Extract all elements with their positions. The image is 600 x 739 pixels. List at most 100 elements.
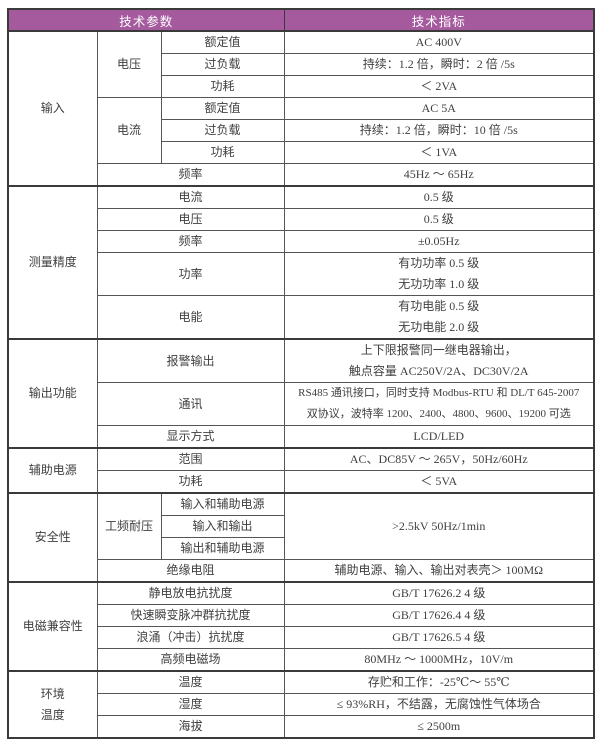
value-voltage-consumption: ＜ 2VA <box>283 75 595 98</box>
value-current-accuracy: 0.5 级 <box>283 185 595 209</box>
table-row: 安全性 工频耐压 输入和辅助电源 >2.5kV 50Hz/1min <box>7 492 595 583</box>
table-row: 测量精度 电流 0.5 级 <box>7 185 595 340</box>
param-current-consumption: 功耗 <box>160 141 285 164</box>
cell-text: 输入 <box>40 101 65 115</box>
cell-text: 功耗 <box>178 474 203 488</box>
cell-text: >2.5kV 50Hz/1min <box>392 519 486 533</box>
cell-text: 存贮和工作：-25℃～ 55℃ <box>367 675 510 689</box>
param-energy-accuracy: 电能 <box>96 295 285 340</box>
header-cell-params: 技术参数 <box>7 8 285 32</box>
value-aux-range: AC、DC85V ～ 265V，50Hz/60Hz <box>283 447 595 471</box>
cell-text: 功率 <box>178 266 203 281</box>
table-row: 高频电磁场 80MHz ～ 1000MHz，10V/m <box>8 648 595 672</box>
param-input-aux-power: 输入和辅助电源 <box>160 492 285 516</box>
spec-table-header: 技术参数 技术指标 <box>7 8 595 32</box>
cell-text: 过负载 <box>204 57 241 71</box>
param-voltage-overload: 过负载 <box>160 53 285 76</box>
table-row: 频率 45Hz ～ 65Hz <box>8 163 595 187</box>
cell-text: 额定值 <box>204 35 241 49</box>
param-current-overload: 过负载 <box>160 119 285 142</box>
table-row: 湿度 ≤ 93%RH，不结露，无腐蚀性气体场合 <box>8 693 595 716</box>
cell-text: 有功电能 0.5 级 <box>398 299 480 313</box>
param-rf-field: 高频电磁场 <box>96 648 285 672</box>
value-humidity: ≤ 93%RH，不结露，无腐蚀性气体场合 <box>283 693 595 716</box>
param-eft-immunity: 快速瞬变脉冲群抗扰度 <box>96 604 285 627</box>
cell-text: 双协议，波特率 1200、2400、4800、9600、19200 可选 <box>306 408 571 420</box>
param-current: 电流 <box>96 97 162 164</box>
header-row: 技术参数 技术指标 <box>7 8 595 32</box>
cell-text: 报警输出 <box>166 353 215 368</box>
param-esd-immunity: 静电放电抗扰度 <box>96 581 285 605</box>
table-row: 电压 0.5 级 <box>8 208 595 231</box>
cell-text: 测量精度 <box>28 255 77 269</box>
category-measure-accuracy: 测量精度 <box>7 185 98 340</box>
cell-text: 持续：1.2 倍，瞬时：2 倍 /5s <box>362 57 515 71</box>
param-voltage-accuracy: 电压 <box>96 208 285 231</box>
value-voltage-accuracy: 0.5 级 <box>283 208 595 231</box>
param-input-output: 输入和输出 <box>160 515 285 538</box>
cell-text: 浪涌（冲击）抗扰度 <box>136 630 245 644</box>
cell-text: 电流 <box>116 123 141 137</box>
category-emc: 电磁兼容性 <box>7 581 98 672</box>
cell-text: 80MHz ～ 1000MHz，10V/m <box>364 652 514 666</box>
cell-text: 功耗 <box>210 79 235 93</box>
cell-text: 无功功率 1.0 级 <box>398 277 480 291</box>
value-aux-consumption: ＜ 5VA <box>283 470 595 494</box>
value-surge-immunity: GB/T 17626.5 4 级 <box>283 626 595 649</box>
cell-text: 过负载 <box>204 123 241 137</box>
value-temperature: 存贮和工作：-25℃～ 55℃ <box>283 670 595 694</box>
param-frequency-accuracy: 频率 <box>96 230 285 253</box>
param-temperature: 温度 <box>96 670 285 694</box>
param-current-rated: 额定值 <box>160 97 285 120</box>
param-voltage-rated: 额定值 <box>160 30 285 54</box>
cell-text: 电流 <box>178 190 203 204</box>
cell-text: LCD/LED <box>413 429 465 443</box>
cell-text: ＜ 2VA <box>420 79 458 93</box>
cell-text: 额定值 <box>204 101 241 115</box>
cell-text: 电压 <box>178 212 203 226</box>
cell-text: 通讯 <box>178 396 203 411</box>
table-row: 电磁兼容性 静电放电抗扰度 GB/T 17626.2 4 级 <box>7 581 595 672</box>
spec-table-body: 输入 电压 额定值 AC 400V 过负载 持续：1.2 倍，瞬时：2 倍 /5s 功耗＜ … <box>7 30 595 739</box>
param-output-aux-power: 输出和辅助电源 <box>160 537 285 560</box>
cell-text: 高频电磁场 <box>160 652 221 666</box>
value-energy-accuracy: 有功电能 0.5 级无功电能 2.0 级 <box>283 295 595 340</box>
param-input-frequency: 频率 <box>96 163 285 187</box>
cell-text: 湿度 <box>178 697 203 711</box>
value-frequency-accuracy: ±0.05Hz <box>283 230 595 253</box>
table-row: 浪涌（冲击）抗扰度 GB/T 17626.5 4 级 <box>8 626 595 649</box>
table-row: 功耗 ＜ 5VA <box>8 470 595 494</box>
value-alarm-output: 上下限报警同一继电器输出， 触点容量 AC250V/2A、DC30V/2A <box>283 338 595 383</box>
cell-text: 上下限报警同一继电器输出， <box>360 343 517 357</box>
value-voltage-overload: 持续：1.2 倍，瞬时：2 倍 /5s <box>283 53 595 76</box>
param-humidity: 湿度 <box>96 693 285 716</box>
cell-text: AC 5A <box>421 101 456 115</box>
cell-text: GB/T 17626.4 4 级 <box>392 608 486 622</box>
cell-text: 0.5 级 <box>423 190 454 204</box>
cell-text: 快速瞬变脉冲群抗扰度 <box>130 608 251 622</box>
spec-table: 技术参数 技术指标 输入 电压 额定值 AC 400V 过负载 持续：1.2 倍，瞬时：2… <box>7 8 596 739</box>
table-row: 绝缘电阻 辅助电源、输入、输出对表壳＞ 100MΩ <box>8 559 595 583</box>
param-surge-immunity: 浪涌（冲击）抗扰度 <box>96 626 285 649</box>
cell-text: 工频耐压 <box>104 519 153 533</box>
value-eft-immunity: GB/T 17626.4 4 级 <box>283 604 595 627</box>
table-row: 功率 有功功率 0.5 级无功功率 1.0 级 <box>8 252 595 296</box>
cell-text: 温度 <box>178 675 203 689</box>
value-insulation-resistance: 辅助电源、输入、输出对表壳＞ 100MΩ <box>283 559 595 583</box>
value-current-consumption: ＜ 1VA <box>283 141 595 164</box>
value-display-mode: LCD/LED <box>283 425 595 449</box>
table-row: 输入 电压 额定值 AC 400V <box>7 30 595 187</box>
table-row: 通讯 RS485 通讯接口，同时支持 Modbus-RTU 和 DL/T 645-… <box>8 382 595 426</box>
cell-text: 触点容量 AC250V/2A、DC30V/2A <box>348 364 529 378</box>
cell-text: 温度 <box>40 707 65 722</box>
cell-text: 电磁兼容性 <box>22 619 83 633</box>
cell-text: 无功电能 2.0 级 <box>398 320 480 334</box>
param-current-accuracy: 电流 <box>96 185 285 209</box>
cell-text: 范围 <box>178 452 203 466</box>
cell-text: 有功功率 0.5 级 <box>398 256 480 270</box>
cell-text: 电压 <box>116 57 141 71</box>
cell-text: 频率 <box>178 234 203 248</box>
cell-text: ＜ 1VA <box>420 145 458 159</box>
cell-text: 输入和输出 <box>192 519 253 533</box>
